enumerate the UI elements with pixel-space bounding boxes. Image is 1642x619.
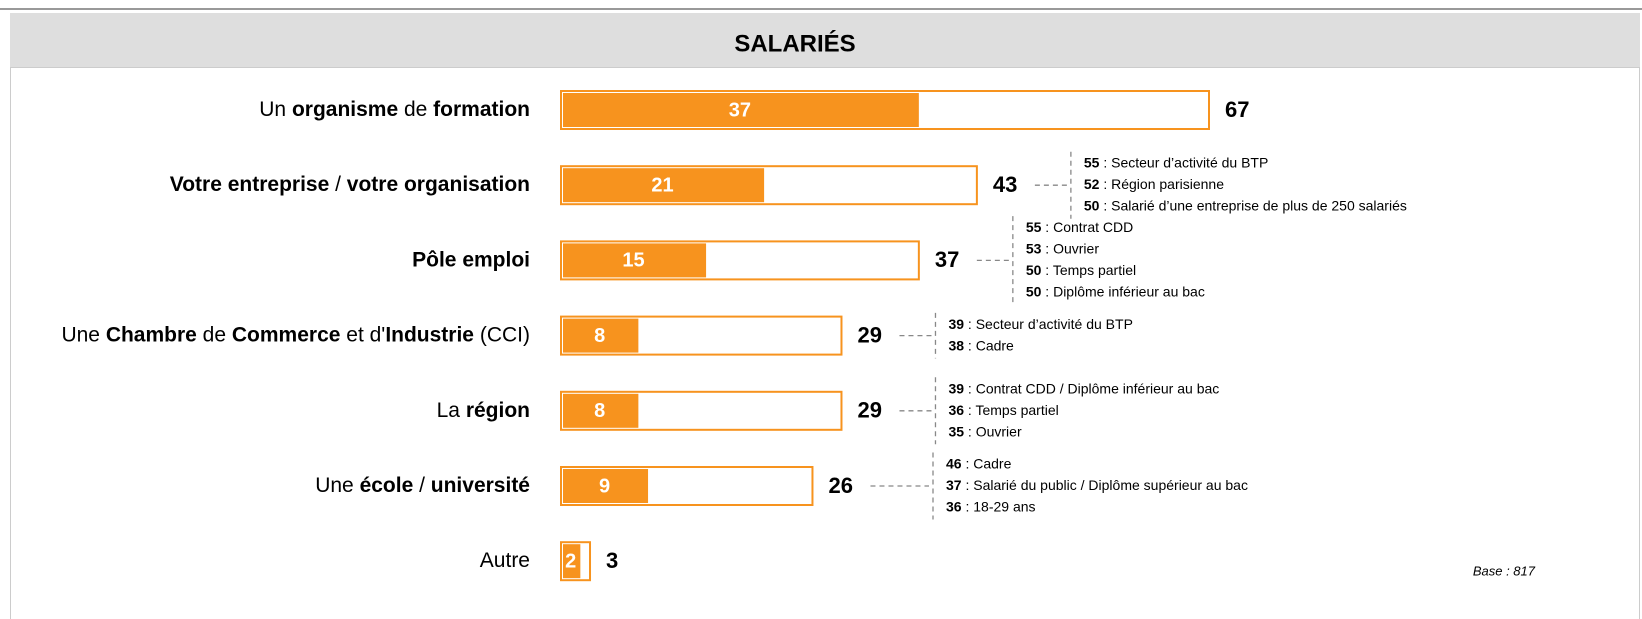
bar-first [563,469,649,503]
annotation-value: 50 [1084,197,1100,213]
label-part: université [431,474,530,497]
annotation-value: 46 [946,455,962,471]
annotation-value: 36 [948,402,964,418]
value-label-first: 2 [565,550,576,572]
annotation-text: : Diplôme inférieur au bac [1041,283,1204,299]
annotation-value: 52 [1084,176,1100,192]
value-label-total: 3 [606,548,618,573]
annotation: 39 : Secteur d’activité du BTP [948,316,1132,332]
value-label-total: 29 [857,322,881,347]
category-label: La région [437,398,530,421]
label-part: Pôle emploi [412,248,530,271]
label-part: et d' [340,323,385,346]
annotation: 36 : Temps partiel [948,402,1058,418]
value-label-total: 29 [857,398,881,423]
category-label: Votre entreprise / votre organisation [170,173,530,196]
label-part: / [413,474,431,497]
annotation-value: 50 [1026,283,1042,299]
annotation: 38 : Cadre [948,337,1014,353]
bar-first [563,318,639,353]
annotation-text: : Ouvrier [1041,240,1099,256]
bar-first [563,243,707,278]
value-label-total: 26 [828,473,852,498]
label-part: de [398,98,433,121]
label-part: Chambre [106,323,197,346]
annotation-text: : Région parisienne [1099,176,1224,192]
annotation-text: : Temps partiel [1041,262,1136,278]
category-label: Une école / université [315,474,530,497]
annotation: 50 : Diplôme inférieur au bac [1026,283,1205,299]
annotation-text: : 18-29 ans [962,498,1036,514]
annotation-value: 36 [946,498,962,514]
annotation-value: 50 [1026,262,1042,278]
annotation: 50 : Salarié d’une entreprise de plus de… [1084,197,1407,213]
value-label-first: 21 [651,174,673,196]
annotation-value: 39 [948,316,964,332]
annotation: 52 : Région parisienne [1084,176,1224,192]
annotation-text: : Ouvrier [964,423,1022,439]
annotation: 37 : Salarié du public / Diplôme supérie… [946,477,1248,493]
annotation-text: : Salarié d’une entreprise de plus de 25… [1099,197,1406,213]
annotation-text: : Salarié du public / Diplôme supérieur … [962,477,1248,493]
label-part: / [329,173,347,196]
annotation-text: : Secteur d’activité du BTP [964,316,1133,332]
annotation-text: : Cadre [962,455,1012,471]
chart-title: SALARIÉS [734,29,855,57]
label-part: de [197,323,232,346]
label-part: La [437,398,466,421]
label-part: organisme [292,98,398,121]
annotation-value: 37 [946,477,962,493]
header-band [10,13,1640,67]
label-part: région [466,398,530,421]
label-part: Autre [480,549,530,572]
label-part: Une [61,323,105,346]
label-part: école [360,474,414,497]
label-part: Un [259,98,292,121]
annotation: 39 : Contrat CDD / Diplôme inférieur au … [948,380,1219,396]
category-label: Pôle emploi [412,248,530,271]
label-part: Une [315,474,359,497]
value-label-first: 37 [729,99,751,121]
footnote: Base : 817 [1473,563,1536,578]
value-label-total: 37 [935,247,959,272]
label-part: Commerce [232,323,341,346]
label-part: formation [433,98,530,121]
category-label: Autre [480,549,530,572]
annotation-text: : Contrat CDD / Diplôme inférieur au bac [964,380,1219,396]
bar-first [563,168,765,203]
annotation-value: 35 [948,423,964,439]
value-label-first: 9 [599,475,610,497]
annotation-value: 53 [1026,240,1042,256]
bar-first [563,544,581,579]
annotation: 35 : Ouvrier [948,423,1021,439]
label-part: Industrie [385,323,474,346]
label-part: votre organisation [347,173,530,196]
category-label: Un organisme de formation [259,98,530,121]
label-part: Votre entreprise [170,173,330,196]
label-part: (CCI) [474,323,530,346]
annotation: 55 : Contrat CDD [1026,219,1133,235]
annotation-value: 55 [1084,154,1100,170]
annotation: 46 : Cadre [946,455,1012,471]
category-label: Une Chambre de Commerce et d'Industrie (… [61,323,530,346]
annotation-text: : Cadre [964,337,1014,353]
annotation: 36 : 18-29 ans [946,498,1036,514]
bar-first [563,93,919,127]
annotation-text: : Contrat CDD [1041,219,1133,235]
value-label-total: 67 [1225,97,1249,122]
annotation-text: : Temps partiel [964,402,1059,418]
value-label-total: 43 [993,172,1017,197]
annotation: 53 : Ouvrier [1026,240,1099,256]
annotation: 50 : Temps partiel [1026,262,1136,278]
annotation-value: 38 [948,337,964,353]
annotation: 55 : Secteur d’activité du BTP [1084,154,1268,170]
annotation-text: : Secteur d’activité du BTP [1099,154,1268,170]
bar-first [563,393,639,428]
value-label-first: 8 [594,400,605,422]
value-label-first: 8 [594,325,605,347]
value-label-first: 15 [622,250,644,272]
annotation-value: 39 [948,380,964,396]
annotation-value: 55 [1026,219,1042,235]
